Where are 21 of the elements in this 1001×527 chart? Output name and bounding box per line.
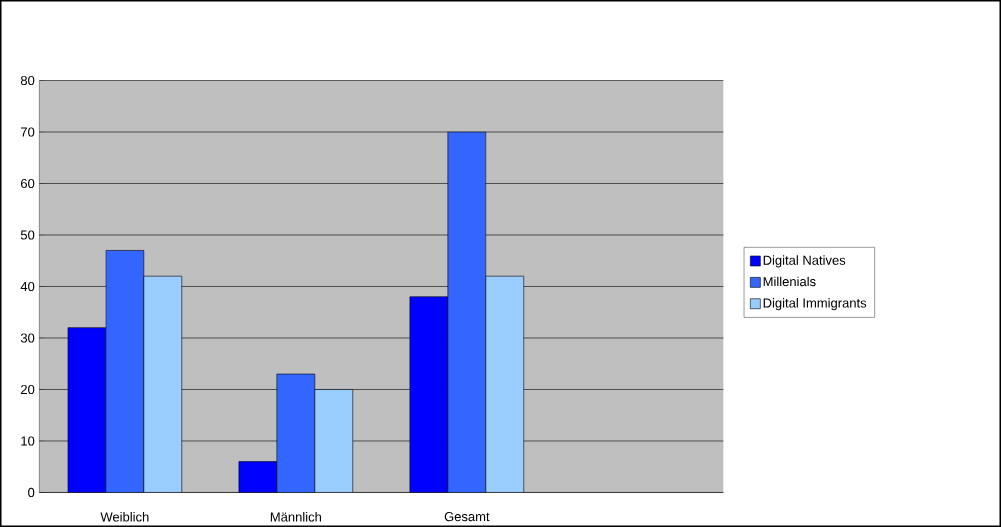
y-tick-label: 50 (20, 230, 35, 240)
x-tick-label: Gesamt (444, 512, 490, 522)
legend-label: Millenials (763, 276, 816, 287)
y-tick-label: 30 (20, 333, 35, 343)
x-tick-label: Weiblich (100, 512, 149, 522)
y-tick-label: 0 (28, 487, 35, 498)
y-tick-label: 70 (21, 127, 35, 137)
y-tick-label: 20 (21, 384, 35, 395)
bar (276, 373, 316, 493)
bar (105, 250, 145, 493)
y-tick-label: 40 (20, 281, 35, 292)
bar (447, 131, 487, 493)
bar (143, 275, 183, 493)
y-tick-label: 80 (20, 75, 35, 86)
bar (485, 275, 525, 493)
legend-label: Digital Immigrants (763, 298, 867, 311)
y-tick-label: 10 (21, 436, 35, 446)
bar (314, 389, 354, 493)
x-tick-label: Männlich (270, 512, 321, 522)
legend-label: Digital Natives (763, 255, 846, 268)
y-tick-label: 60 (21, 178, 35, 189)
